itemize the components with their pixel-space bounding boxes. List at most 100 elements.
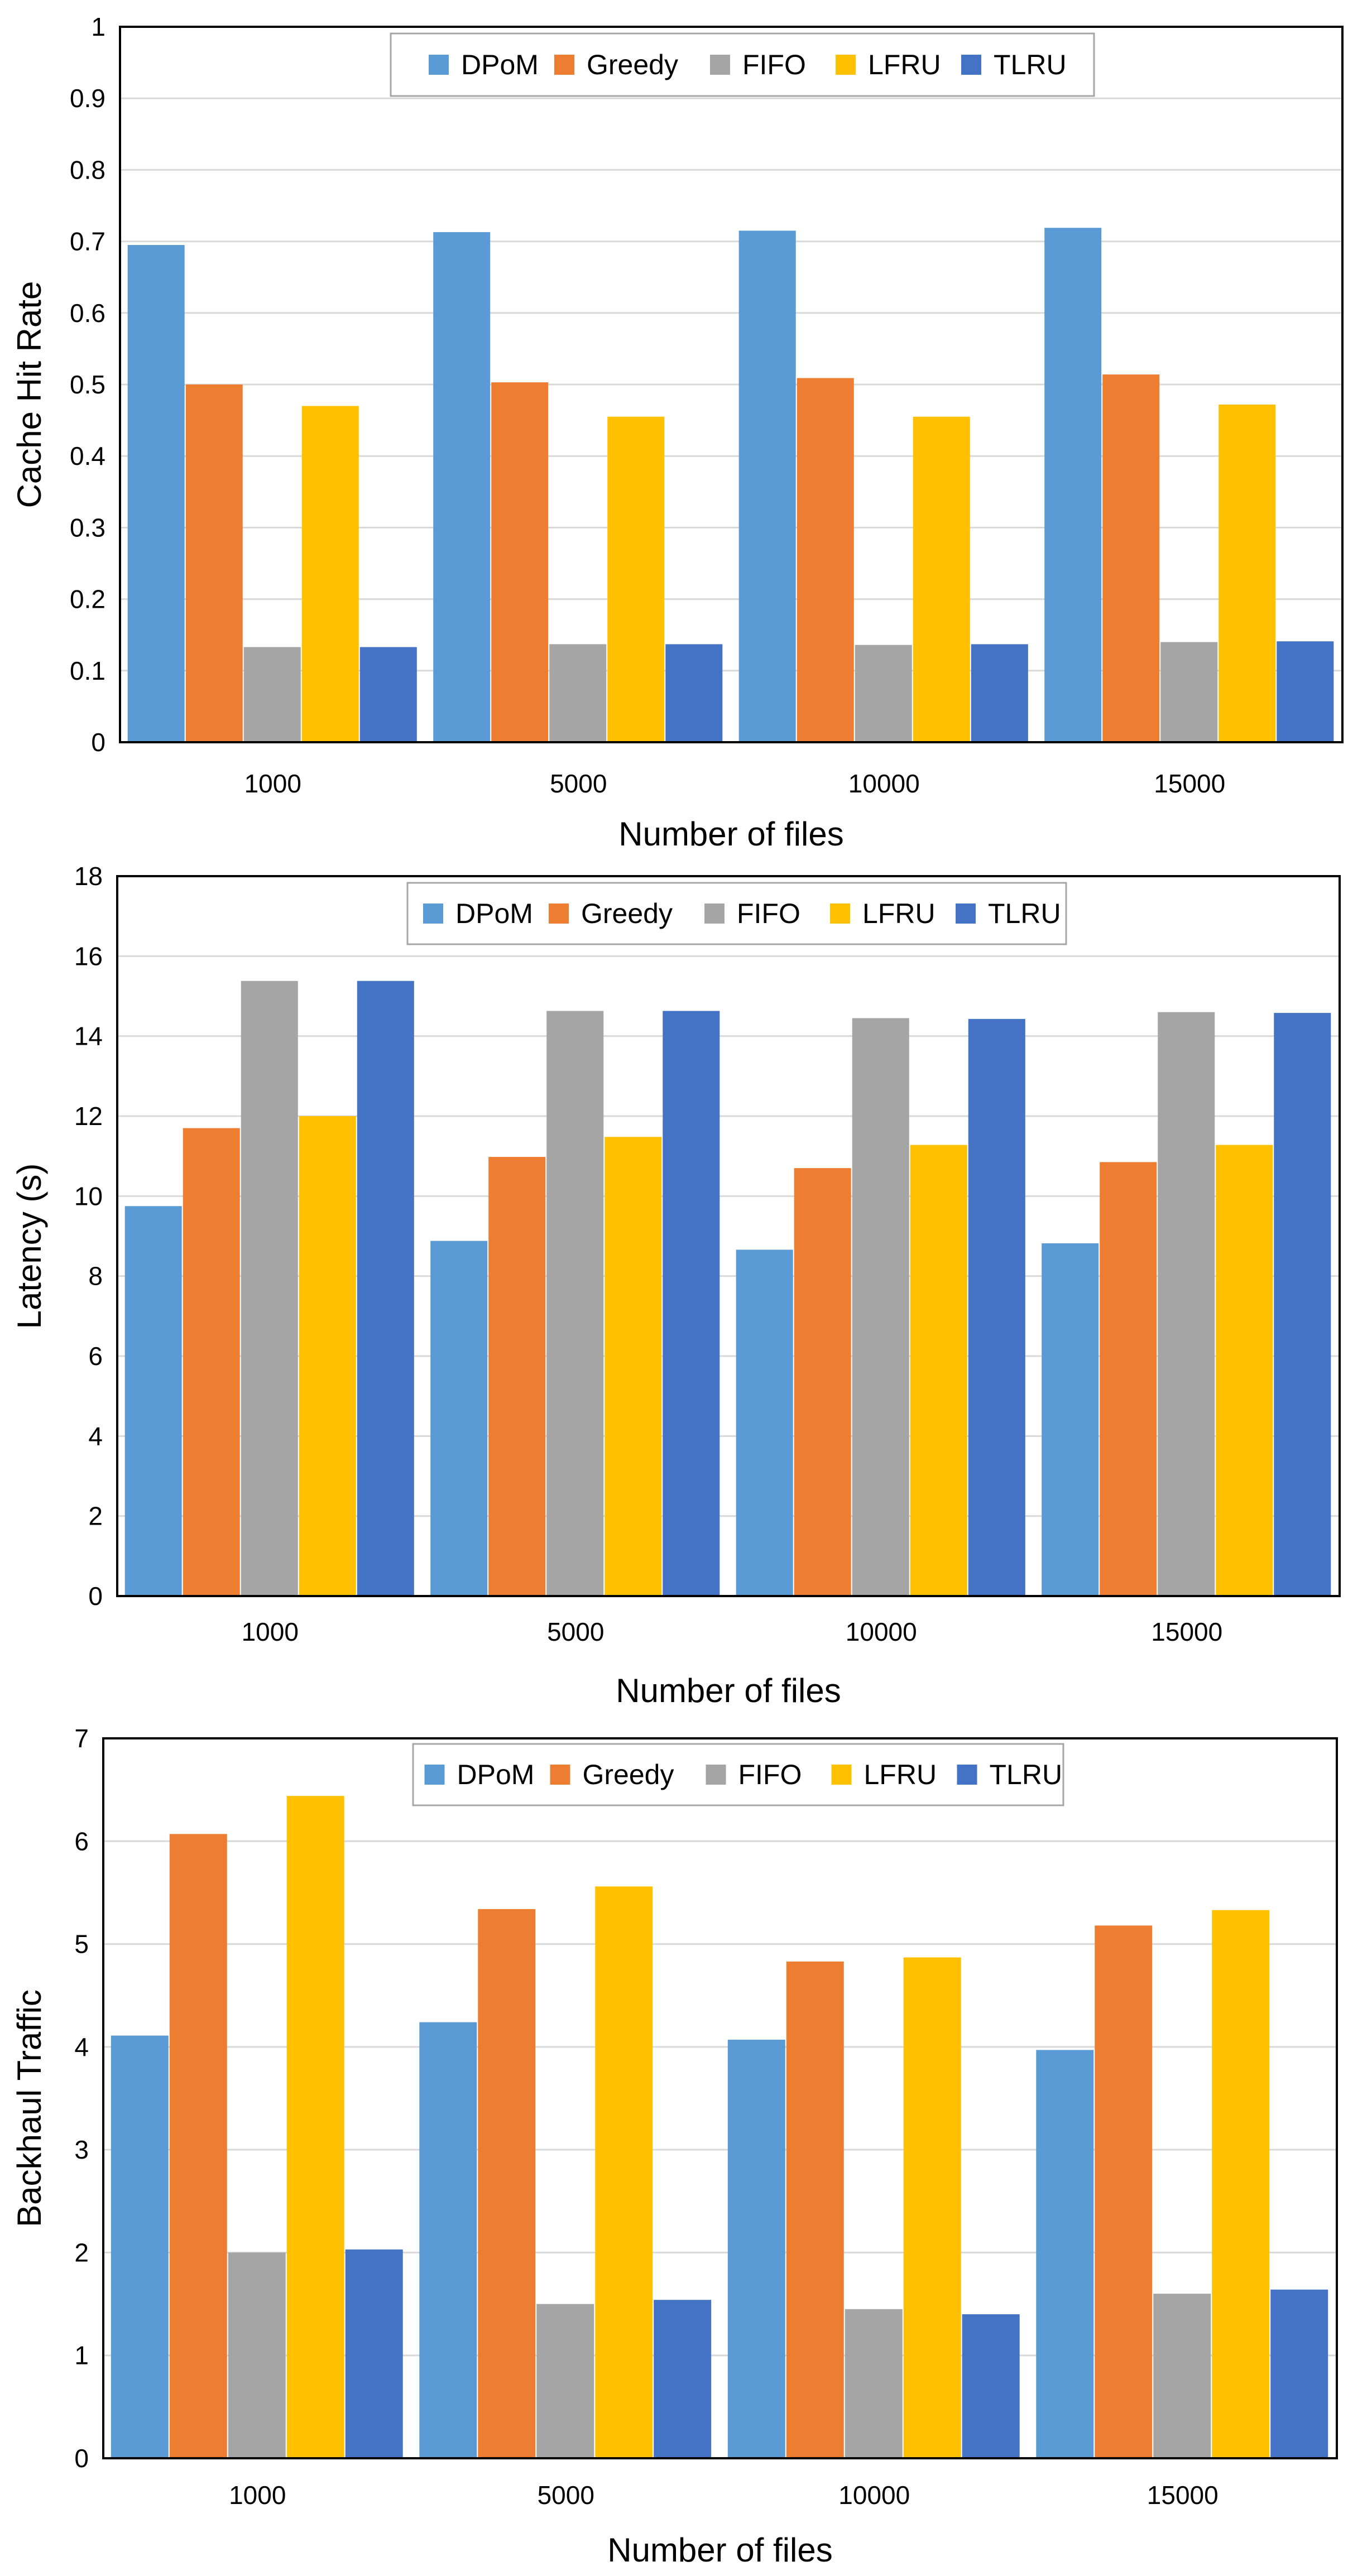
y-axis-title: Latency (s) xyxy=(11,1164,48,1329)
y-axis-title: Backhaul Traffic xyxy=(11,1989,48,2227)
y-tick-label: 7 xyxy=(74,1724,89,1753)
legend: DPoM Greedy FIFO LFRU TLRU xyxy=(412,1743,1064,1806)
bar-fifo-5000 xyxy=(536,2304,594,2458)
bar-fifo-1000 xyxy=(241,981,298,1596)
bar-lfru-10000 xyxy=(913,416,970,742)
bar-fifo-10000 xyxy=(845,2309,903,2458)
legend-swatch xyxy=(956,903,976,924)
y-tick-label: 0.8 xyxy=(70,155,105,184)
bar-dpom-5000 xyxy=(419,2022,477,2458)
legend-item-dpom: DPoM xyxy=(429,49,539,80)
bar-tlru-10000 xyxy=(971,644,1028,742)
x-tick-label: 10000 xyxy=(846,1617,917,1646)
legend-swatch xyxy=(957,1765,977,1785)
x-tick-label: 1000 xyxy=(244,769,301,798)
y-axis-title: Cache Hit Rate xyxy=(11,281,48,508)
legend-label: DPoM xyxy=(461,49,539,80)
bar-lfru-15000 xyxy=(1219,404,1276,742)
x-tick-label: 5000 xyxy=(538,2481,594,2510)
legend-item-greedy: Greedy xyxy=(554,49,678,80)
bar-tlru-15000 xyxy=(1277,641,1334,742)
legend-label: FIFO xyxy=(738,1759,802,1790)
bar-fifo-5000 xyxy=(549,644,607,742)
y-tick-label: 2 xyxy=(88,1502,103,1531)
y-tick-label: 8 xyxy=(88,1262,103,1291)
bar-dpom-15000 xyxy=(1036,2050,1094,2458)
y-tick-label: 0.4 xyxy=(70,441,105,470)
legend-label: FIFO xyxy=(737,898,800,929)
x-tick-label: 15000 xyxy=(1154,769,1225,798)
x-tick-label: 1000 xyxy=(229,2481,286,2510)
bar-dpom-15000 xyxy=(1042,1243,1099,1596)
legend-label: Greedy xyxy=(583,1759,674,1790)
bar-lfru-5000 xyxy=(605,1137,662,1596)
legend-label: LFRU xyxy=(868,49,941,80)
bar-dpom-10000 xyxy=(738,230,796,742)
y-tick-label: 0 xyxy=(74,2444,89,2473)
bar-tlru-1000 xyxy=(359,647,417,742)
bar-lfru-15000 xyxy=(1216,1145,1273,1596)
legend-swatch xyxy=(710,55,730,75)
y-tick-label: 6 xyxy=(74,1827,89,1856)
bar-lfru-5000 xyxy=(595,1886,653,2458)
plot-area-frame xyxy=(102,1737,1338,2459)
bar-lfru-1000 xyxy=(286,1796,344,2458)
y-tick-label: 0.5 xyxy=(70,370,105,399)
bar-tlru-10000 xyxy=(962,2314,1020,2458)
y-tick-label: 0.3 xyxy=(70,513,105,542)
x-axis-title: Number of files xyxy=(616,1672,841,1709)
bar-dpom-15000 xyxy=(1044,228,1102,742)
bar-lfru-10000 xyxy=(910,1145,967,1596)
bar-fifo-1000 xyxy=(228,2252,286,2458)
x-axis-title: Number of files xyxy=(618,815,843,853)
bar-fifo-10000 xyxy=(855,645,912,742)
bar-greedy-1000 xyxy=(183,1128,240,1596)
legend-item-tlru: TLRU xyxy=(957,1759,1063,1790)
legend-label: DPoM xyxy=(457,1759,535,1790)
bar-greedy-5000 xyxy=(488,1157,546,1596)
y-tick-label: 4 xyxy=(88,1421,103,1450)
y-tick-label: 3 xyxy=(74,2135,89,2164)
legend-item-greedy: Greedy xyxy=(550,1759,674,1790)
legend-swatch xyxy=(961,55,981,75)
chart-panel-cache-hit-rate: 0 0.1 0.2 0.3 0.4 0.5 0.6 0.7 0.8 0.9 1 1000 5000 100… xyxy=(0,0,1348,854)
legend-item-tlru: TLRU xyxy=(956,898,1061,929)
legend-swatch xyxy=(704,903,725,924)
y-tick-label: 0 xyxy=(91,728,105,757)
y-tick-label: 1 xyxy=(91,12,105,41)
bar-greedy-1000 xyxy=(185,385,243,742)
bar-tlru-5000 xyxy=(665,644,723,742)
legend-label: TLRU xyxy=(994,49,1067,80)
legend-box xyxy=(412,1743,1064,1806)
latency-chart: 0 2 4 6 8 10 12 14 16 18 1000 5000 10000 15000 Number … xyxy=(11,862,1341,1709)
legend-item-tlru: TLRU xyxy=(961,49,1067,80)
bar-fifo-5000 xyxy=(546,1011,604,1596)
bar-tlru-5000 xyxy=(663,1011,720,1596)
y-tick-label: 14 xyxy=(74,1022,103,1051)
legend-item-fifo: FIFO xyxy=(704,898,800,929)
bar-fifo-10000 xyxy=(852,1018,909,1596)
bar-greedy-15000 xyxy=(1100,1162,1157,1596)
legend-item-greedy: Greedy xyxy=(549,898,673,929)
legend-item-lfru: LFRU xyxy=(836,49,941,80)
bar-tlru-10000 xyxy=(968,1018,1025,1596)
bar-fifo-15000 xyxy=(1158,1012,1215,1596)
bar-greedy-10000 xyxy=(794,1168,851,1596)
y-tick-label: 16 xyxy=(74,941,103,970)
legend-label: TLRU xyxy=(990,1759,1063,1790)
backhaul-traffic-chart: 0 1 2 3 4 5 6 7 1000 5000 10000 15000 Number of file… xyxy=(11,1724,1338,2569)
y-tick-label: 0.7 xyxy=(70,227,105,256)
bar-greedy-5000 xyxy=(478,1909,536,2458)
bar-greedy-5000 xyxy=(491,382,549,742)
bar-tlru-15000 xyxy=(1274,1013,1331,1596)
x-tick-label: 5000 xyxy=(547,1617,604,1646)
y-tick-label: 0 xyxy=(88,1582,103,1611)
y-tick-label: 6 xyxy=(88,1342,103,1371)
y-tick-label: 10 xyxy=(74,1181,103,1210)
legend-swatch xyxy=(706,1765,726,1785)
legend-label: TLRU xyxy=(988,898,1061,929)
y-tick-label: 2 xyxy=(74,2238,89,2267)
legend-item-fifo: FIFO xyxy=(710,49,806,80)
legend-item-lfru: LFRU xyxy=(831,1759,937,1790)
y-tick-label: 0.1 xyxy=(70,656,105,685)
